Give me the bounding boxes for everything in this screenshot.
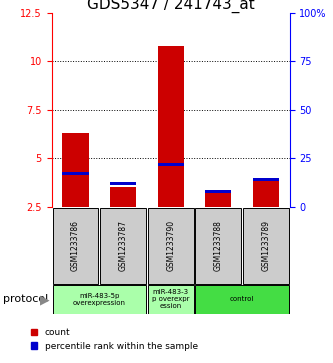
Bar: [253, 178, 279, 207]
FancyBboxPatch shape: [148, 285, 193, 314]
Text: GSM1233787: GSM1233787: [119, 220, 128, 272]
Text: miR-483-5p
overexpression: miR-483-5p overexpression: [73, 293, 126, 306]
Bar: [205, 193, 231, 207]
Bar: [158, 46, 184, 207]
FancyBboxPatch shape: [195, 208, 241, 284]
Bar: [110, 182, 136, 185]
Text: control: control: [230, 297, 254, 302]
FancyBboxPatch shape: [100, 208, 146, 284]
Text: GSM1233786: GSM1233786: [71, 220, 80, 272]
FancyBboxPatch shape: [53, 208, 98, 284]
Bar: [205, 190, 231, 193]
Text: GSM1233790: GSM1233790: [166, 220, 175, 272]
Title: GDS5347 / 241743_at: GDS5347 / 241743_at: [87, 0, 254, 13]
FancyBboxPatch shape: [53, 285, 146, 314]
Text: GSM1233789: GSM1233789: [261, 220, 270, 272]
FancyBboxPatch shape: [195, 285, 289, 314]
FancyBboxPatch shape: [243, 208, 289, 284]
Bar: [62, 133, 89, 207]
Bar: [158, 163, 184, 166]
Legend: count, percentile rank within the sample: count, percentile rank within the sample: [31, 328, 198, 351]
Text: GSM1233788: GSM1233788: [214, 220, 223, 272]
Text: miR-483-3
p overexpr
ession: miR-483-3 p overexpr ession: [152, 289, 189, 310]
Text: ▶: ▶: [40, 293, 50, 306]
Bar: [62, 172, 89, 175]
FancyBboxPatch shape: [148, 208, 193, 284]
Bar: [253, 178, 279, 181]
Bar: [110, 187, 136, 207]
Text: protocol: protocol: [3, 294, 49, 305]
